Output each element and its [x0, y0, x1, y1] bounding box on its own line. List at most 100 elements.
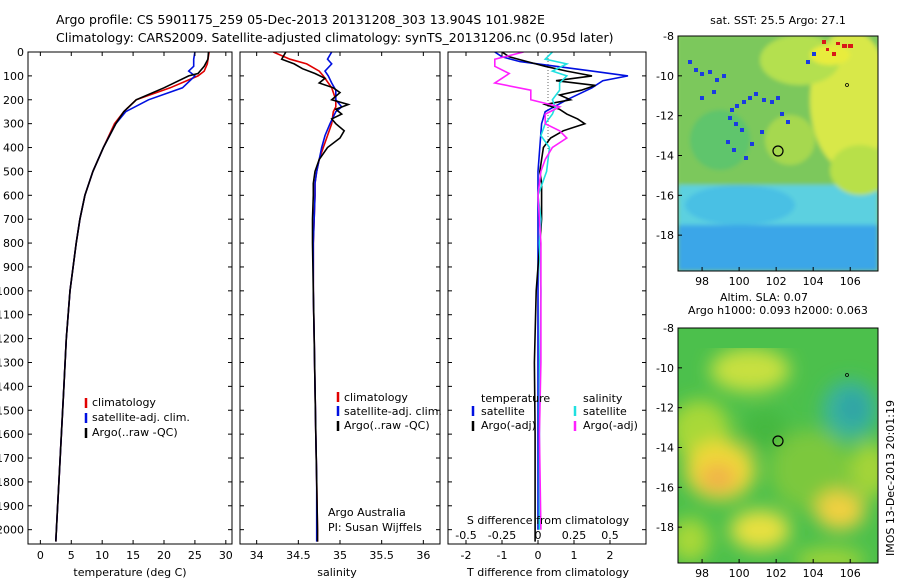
depth-tick-label: 1000 — [0, 285, 24, 298]
difference-axes-frame — [447, 51, 647, 545]
header-line-2: Climatology: CARS2009. Satellite-adjuste… — [56, 30, 613, 45]
sla-argo-marker — [772, 435, 784, 447]
series-line-salinity-climatology — [272, 52, 337, 542]
map-x-tick-label: 106 — [840, 567, 861, 580]
depth-tick-label: 1800 — [0, 476, 24, 489]
sst-small-marker — [845, 83, 849, 87]
x-tick-label: 0 — [535, 549, 542, 562]
salinity-xlabel: salinity — [317, 566, 357, 579]
legend-s-satellite-clim: satellite-adj. clim. — [344, 405, 442, 418]
imos-timestamp: IMOS 13-Dec-2013 20:01:19 — [884, 400, 897, 556]
legend-s-satellite-diff: satellite — [583, 405, 627, 418]
annotation-pi: PI: Susan Wijffels — [328, 521, 422, 534]
x-tick-label: 2 — [607, 549, 614, 562]
x-tick-label: -2 — [461, 549, 472, 562]
legend-satellite-clim: satellite-adj. clim. — [92, 411, 190, 424]
series-line-salinity-argo-raw-qc — [280, 52, 351, 542]
map-x-tick-label: 106 — [840, 275, 861, 288]
depth-tick-label: 500 — [3, 165, 24, 178]
salinity-axes-frame — [239, 51, 441, 545]
map-x-tick-label: 98 — [695, 567, 709, 580]
s-tick-label: -0.25 — [488, 529, 516, 542]
depth-tick-label: 1900 — [0, 500, 24, 513]
map-x-tick-label: 102 — [766, 275, 787, 288]
legend-climatology: climatology — [92, 396, 156, 409]
depth-tick-label: 1200 — [0, 333, 24, 346]
s-tick-label: 0 — [535, 529, 542, 542]
depth-tick-label: 400 — [3, 142, 24, 155]
map-x-tick-label: 102 — [766, 567, 787, 580]
map-x-tick-label: 104 — [803, 567, 824, 580]
x-tick-label: 30 — [219, 549, 233, 562]
map-y-tick-label: -14 — [656, 441, 674, 454]
salinity-legend: climatology satellite-adj. clim. Argo(..… — [336, 391, 442, 432]
t-difference-xlabel: T difference from climatology — [466, 566, 629, 579]
sla-map-title-2: Argo h1000: 0.093 h2000: 0.063 — [688, 304, 868, 317]
difference-panel: -2 -1 0 1 2 -0.5 -0.25 0 0.25 0.5 temperature sal… — [447, 51, 647, 579]
difference-legend: temperature salinity satellite Argo(-adj… — [471, 392, 638, 432]
sst-map-panel: sat. SST: 25.5 Argo: 27.1 — [656, 14, 879, 288]
map-y-tick-label: -10 — [656, 362, 674, 375]
x-tick-label: 34.5 — [286, 549, 311, 562]
sla-small-marker — [845, 373, 849, 377]
sst-cold-patches — [688, 52, 816, 160]
x-tick-label: 35 — [333, 549, 347, 562]
depth-tick-label: 1100 — [0, 309, 24, 322]
map-y-tick-label: -16 — [656, 189, 674, 202]
x-tick-label: 36 — [416, 549, 430, 562]
annotation-argo-australia: Argo Australia — [328, 506, 406, 519]
depth-tick-label: 200 — [3, 94, 24, 107]
map-y-tick-label: -14 — [656, 149, 674, 162]
series-line-differences-t-satellite — [494, 52, 629, 530]
x-tick-label: 34 — [250, 549, 264, 562]
map-x-tick-label: 98 — [695, 275, 709, 288]
depth-tick-label: 1600 — [0, 428, 24, 441]
map-y-tick-label: -8 — [663, 30, 674, 43]
s-tick-label: 0.25 — [562, 529, 587, 542]
temperature-xlabel: temperature (deg C) — [73, 566, 186, 579]
legend-s-argo-diff: Argo(-adj) — [583, 419, 638, 432]
depth-tick-label: 1400 — [0, 380, 24, 393]
sla-map-title-1: Altim. SLA: 0.07 — [720, 291, 808, 304]
map-y-tick-label: -8 — [663, 322, 674, 335]
sla-map-panel: Altim. SLA: 0.07 Argo h1000: 0.093 h2000… — [656, 291, 879, 580]
sla-heatmap — [678, 328, 878, 563]
sst-map-title: sat. SST: 25.5 Argo: 27.1 — [710, 14, 846, 27]
legend-header-temperature: temperature — [481, 392, 550, 405]
map-x-tick-label: 100 — [729, 275, 750, 288]
series-line-temperature-satellite-adj-clim — [55, 52, 197, 542]
depth-tick-label: 1700 — [0, 452, 24, 465]
header-line-1: Argo profile: CS 5901175_259 05-Dec-2013… — [56, 12, 545, 27]
series-line-temperature-climatology — [55, 52, 210, 542]
x-tick-label: 25 — [188, 549, 202, 562]
x-tick-label: 35.5 — [369, 549, 394, 562]
sst-argo-marker — [772, 145, 784, 157]
depth-tick-label: 2000 — [0, 524, 24, 537]
legend-header-salinity: salinity — [583, 392, 623, 405]
series-line-differences-s-argo-adj — [492, 52, 569, 530]
map-y-tick-label: -12 — [656, 402, 674, 415]
depth-tick-label: 300 — [3, 118, 24, 131]
x-tick-label: 0 — [37, 549, 44, 562]
s-difference-xlabel: S difference from climatology — [467, 514, 630, 527]
depth-tick-label: 600 — [3, 189, 24, 202]
depth-tick-label: 1500 — [0, 404, 24, 417]
map-y-tick-label: -18 — [656, 521, 674, 534]
map-y-tick-label: -18 — [656, 229, 674, 242]
x-tick-label: 5 — [68, 549, 75, 562]
temperature-legend: climatology satellite-adj. clim. Argo(..… — [84, 396, 190, 439]
sst-map-frame — [677, 35, 879, 272]
depth-tick-label: 900 — [3, 261, 24, 274]
map-y-tick-label: -12 — [656, 110, 674, 123]
x-tick-label: 20 — [157, 549, 171, 562]
x-tick-label: -1 — [497, 549, 508, 562]
s-tick-label: -0.5 — [455, 529, 476, 542]
legend-argo: Argo(..raw -QC) — [92, 426, 178, 439]
map-y-tick-label: -16 — [656, 481, 674, 494]
legend-t-argo: Argo(-adj) — [481, 419, 536, 432]
depth-tick-label: 1300 — [0, 356, 24, 369]
depth-tick-label: 700 — [3, 213, 24, 226]
series-line-temperature-argo-raw-qc — [55, 52, 210, 542]
sst-heatmap — [678, 36, 878, 271]
